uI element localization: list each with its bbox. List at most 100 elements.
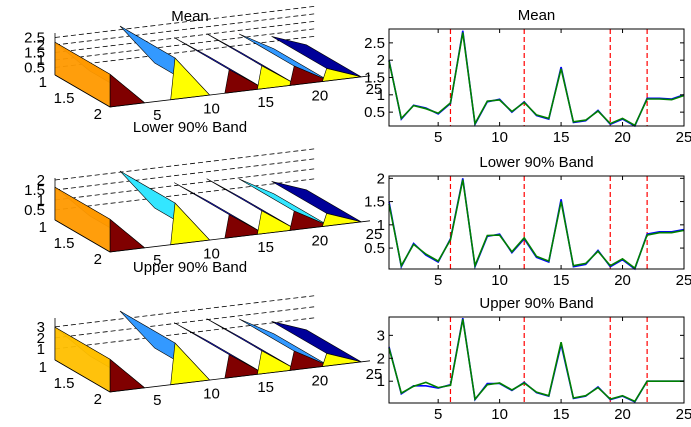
grid-line	[54, 20, 316, 53]
grid-line	[54, 148, 316, 181]
y-tick-label: 15	[257, 239, 274, 256]
axes-frame	[388, 175, 685, 270]
surface-ridge-face-2	[224, 69, 265, 94]
z-tick-label: 2	[37, 172, 45, 189]
grid-line	[54, 35, 316, 68]
x-tick-label: 20	[614, 129, 631, 146]
line-panel-5: Upper 90% Band 5 10 15 20 25 1 2 3	[377, 295, 691, 423]
surface-ridge-face-0	[109, 218, 146, 253]
x-tick-label: 1.5	[54, 375, 75, 392]
y-tick-label: 0.5	[364, 240, 385, 257]
x-tick-label: 2	[94, 251, 102, 268]
y-tick-label: 2	[377, 350, 385, 367]
z-tick-label: 2	[37, 37, 45, 54]
grid-line	[54, 158, 316, 191]
x-tick-label: 25	[676, 129, 691, 146]
x-tick-label: 10	[491, 272, 508, 289]
panel-title: Lower 90% Band	[479, 154, 593, 171]
y-tick-label: 1.5	[364, 194, 385, 211]
y-tick-label: 10	[203, 100, 220, 117]
z-tick-label: 2.5	[24, 30, 45, 47]
surface-ridge-face-0	[109, 358, 146, 393]
grid-line	[54, 13, 316, 46]
series-line-0	[388, 317, 684, 403]
x-tick-label: 5	[434, 406, 442, 423]
series-line-1	[388, 319, 684, 403]
x-tick-label: 25	[676, 272, 691, 289]
x-tick-label: 20	[614, 272, 631, 289]
y-tick-label: 20	[311, 87, 328, 104]
y-tick-label: 25	[366, 81, 383, 98]
y-tick-label: 2.5	[364, 35, 385, 52]
y-tick-label: 25	[366, 366, 383, 383]
z-tick-label: 1.5	[24, 45, 45, 62]
y-tick-label: 10	[203, 385, 220, 402]
x-axis-line	[54, 359, 111, 393]
z-tick-label: 0.5	[24, 60, 45, 77]
x-tick-label: 5	[434, 272, 442, 289]
panel-title: Upper 90% Band	[133, 259, 247, 276]
y-tick-label: 20	[311, 372, 328, 389]
y-tick-label: 3	[377, 327, 385, 344]
axes-frame	[388, 316, 685, 404]
x-tick-label: 1	[39, 74, 47, 91]
z-tick-label: 3	[37, 319, 45, 336]
x-tick-label: 15	[553, 129, 570, 146]
y-tick-label: 1	[377, 373, 385, 390]
panel-title: Upper 90% Band	[479, 295, 593, 312]
surface-ridge-face-3	[256, 210, 298, 235]
x-tick-label: 15	[553, 272, 570, 289]
grid-line	[54, 178, 316, 211]
x-tick-label: 1	[39, 219, 47, 236]
y-axis-line	[109, 75, 371, 108]
surface-ridge-face-3	[256, 65, 298, 90]
y-tick-label: 10	[203, 245, 220, 262]
x-axis-line	[54, 74, 111, 108]
z-tick-label: 2	[37, 330, 45, 347]
x-axis-line	[54, 219, 111, 253]
y-tick-label: 2	[377, 52, 385, 69]
z-tick-label: 1	[37, 341, 45, 358]
x-tick-label: 2	[94, 106, 102, 123]
surface-ridge-face-2	[224, 354, 265, 379]
grid-line	[54, 317, 316, 350]
x-tick-label: 5	[434, 129, 442, 146]
surface-ridge-face-1	[170, 202, 211, 246]
series-line-1	[388, 32, 685, 127]
y-tick-label: 1	[377, 87, 385, 104]
y-tick-label: 5	[153, 252, 161, 269]
surface-ridge-face-1	[170, 57, 211, 101]
x-tick-label: 10	[491, 129, 508, 146]
y-axis-line	[109, 360, 371, 393]
surface-ridge-face-4	[289, 210, 330, 231]
z-tick-label: 1	[37, 192, 45, 209]
x-tick-label: 25	[676, 406, 691, 423]
x-tick-label: 20	[614, 406, 631, 423]
y-tick-label: 20	[311, 232, 328, 249]
y-tick-label: 15	[257, 94, 274, 111]
grid-line	[54, 295, 316, 328]
panel-title: Mean	[171, 8, 209, 25]
y-tick-label: 0.5	[364, 104, 385, 121]
y-tick-label: 25	[366, 226, 383, 243]
surface-ridge-face-3	[256, 350, 298, 375]
series-line-1	[388, 179, 685, 270]
grid-line	[54, 5, 316, 38]
z-tick-label: 1	[37, 52, 45, 69]
y-tick-label: 15	[257, 379, 274, 396]
y-tick-label: 5	[153, 392, 161, 409]
line-panel-1: Mean 5 10 15 20 25 0.511.522.5	[364, 7, 691, 146]
grid-line	[54, 168, 316, 201]
y-tick-label: 2	[377, 170, 385, 187]
panel-title: Mean	[518, 7, 556, 24]
x-tick-label: 1.5	[54, 90, 75, 107]
grid-line	[54, 28, 316, 61]
y-tick-label: 5	[153, 107, 161, 124]
grid-line	[54, 306, 316, 339]
y-tick-label: 1	[377, 217, 385, 234]
